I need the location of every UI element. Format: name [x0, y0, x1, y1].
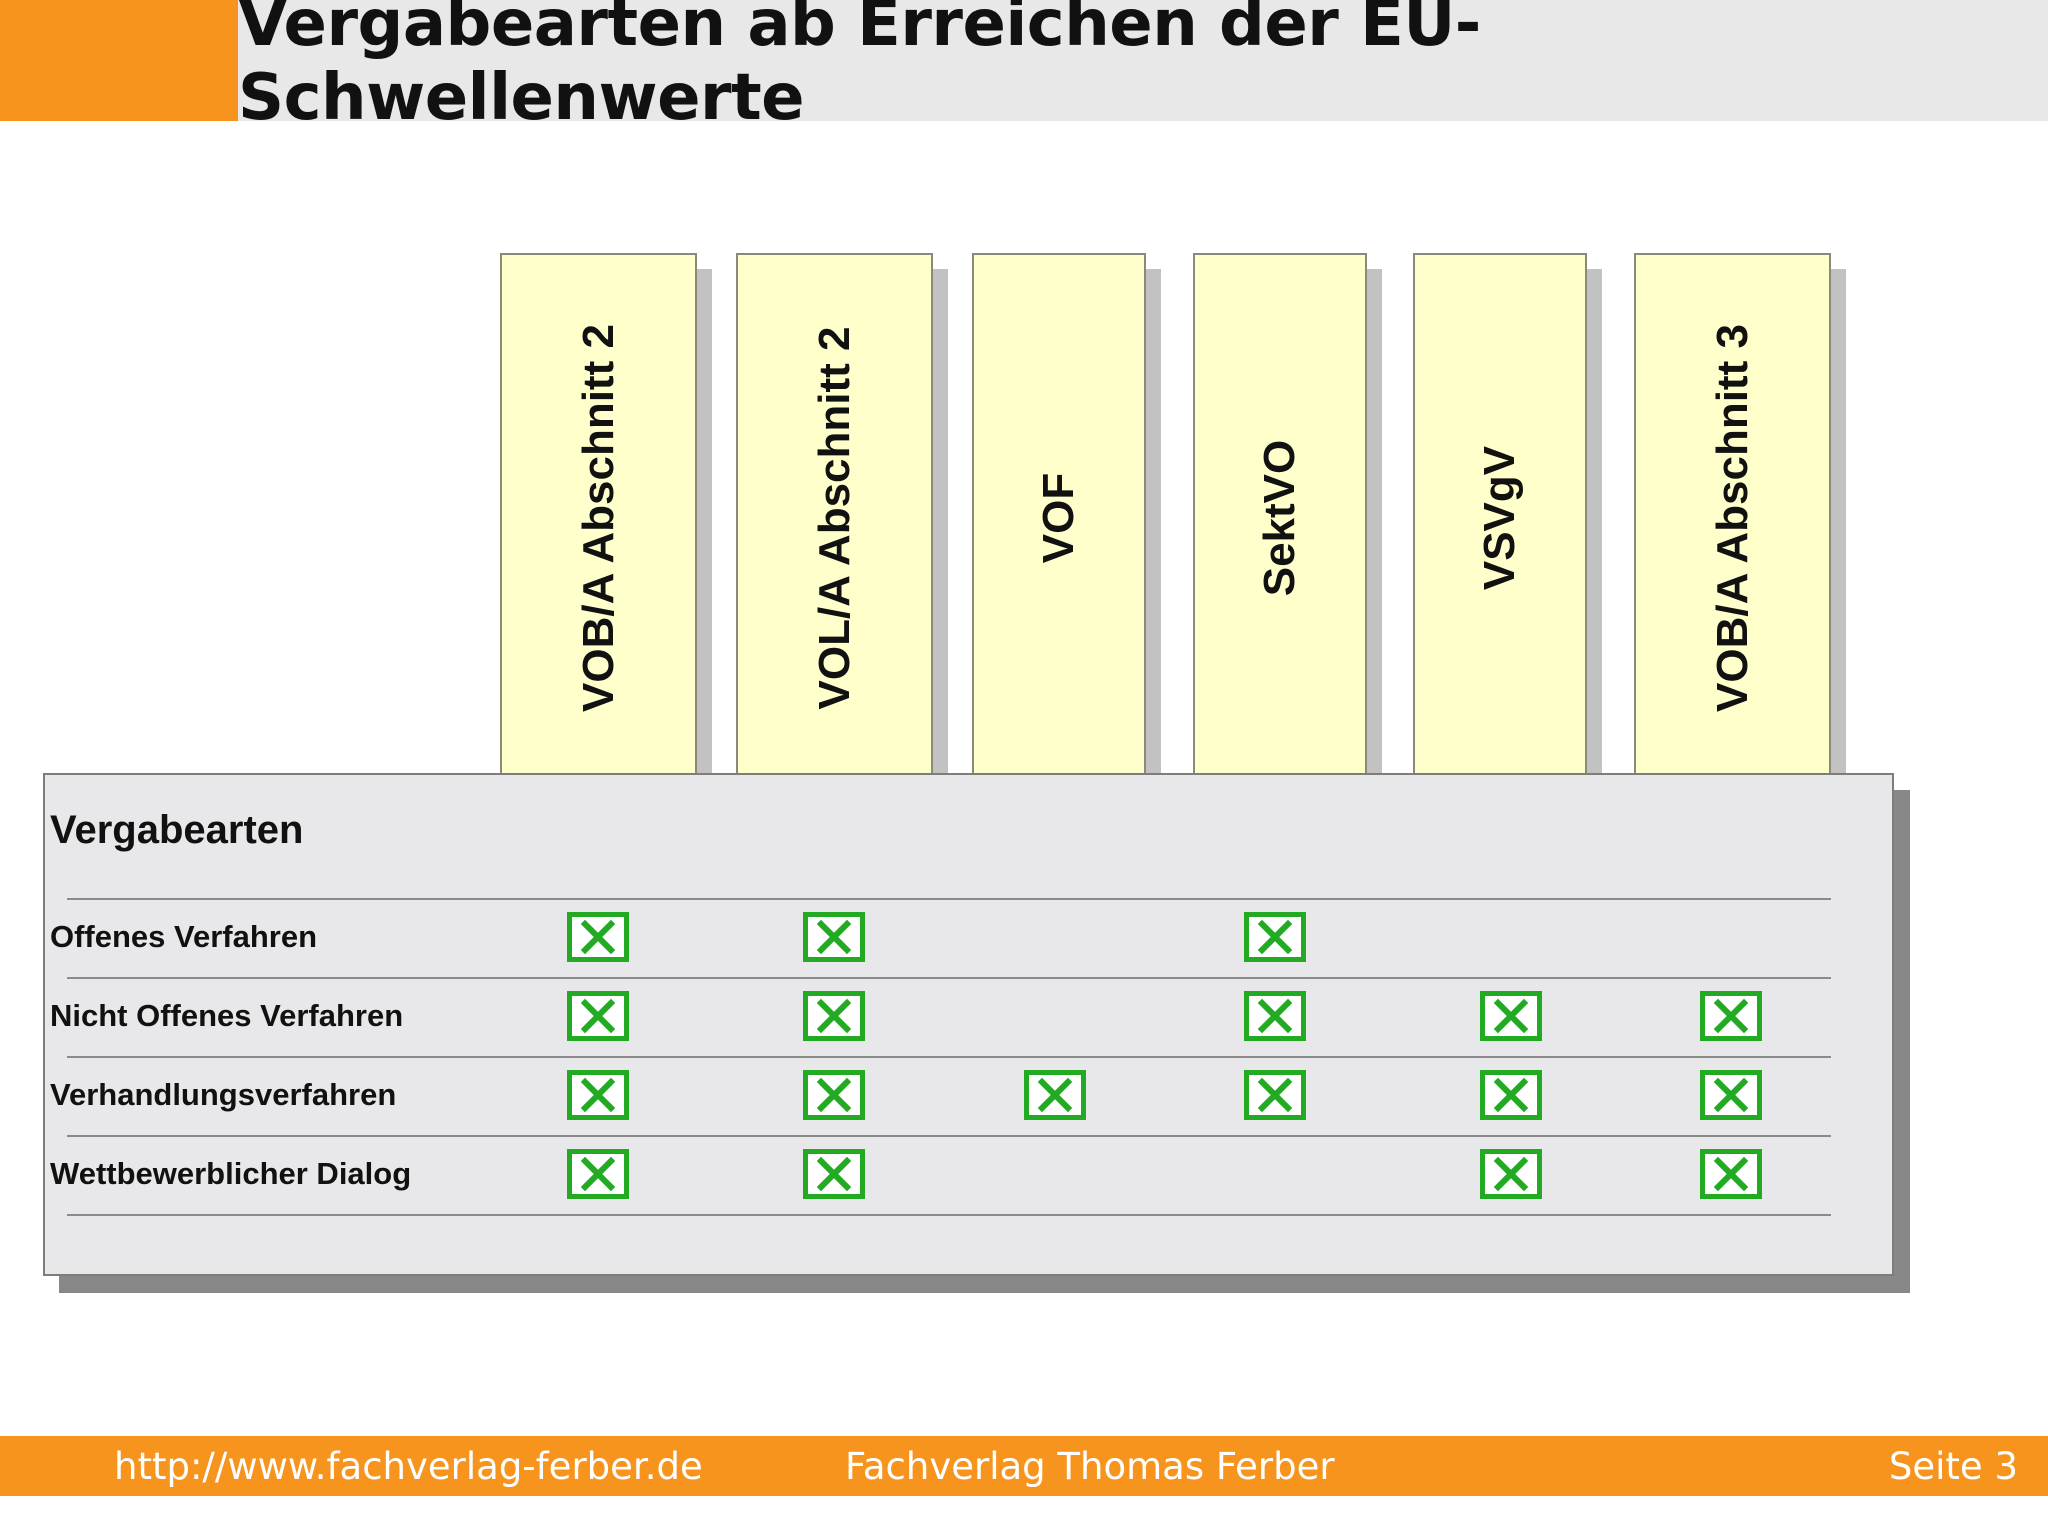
checked-box-icon	[567, 912, 629, 962]
column-label: VOF	[1034, 472, 1083, 563]
column-label: VOB/A Abschnitt 2	[573, 323, 623, 712]
title-accent	[0, 0, 238, 121]
row-divider	[67, 898, 1831, 900]
checked-box-icon	[1480, 1149, 1542, 1199]
column-header: VOL/A Abschnitt 2	[736, 253, 933, 782]
checked-box-icon	[1024, 1070, 1086, 1120]
checked-box-icon	[1480, 1070, 1542, 1120]
footer-url: http://www.fachverlag-ferber.de	[114, 1444, 703, 1488]
row-label: Verhandlungsverfahren	[50, 1077, 397, 1112]
row-divider	[67, 1056, 1831, 1058]
column-label: SektVO	[1255, 439, 1304, 596]
footer: http://www.fachverlag-ferber.de Fachverl…	[0, 1436, 2048, 1496]
column-label: VSVgV	[1475, 445, 1524, 590]
footer-publisher: Fachverlag Thomas Ferber	[845, 1444, 1335, 1488]
checked-box-icon	[567, 1070, 629, 1120]
column-label: VOL/A Abschnitt 2	[809, 326, 859, 709]
checked-box-icon	[567, 991, 629, 1041]
row-divider	[67, 977, 1831, 979]
checked-box-icon	[567, 1149, 629, 1199]
checked-box-icon	[1244, 912, 1306, 962]
checked-box-icon	[803, 1149, 865, 1199]
row-label: Nicht Offenes Verfahren	[50, 998, 404, 1033]
column-header: VOF	[972, 253, 1146, 782]
checked-box-icon	[1480, 991, 1542, 1041]
column-label: VOB/A Abschnitt 3	[1707, 323, 1757, 712]
page-title: Vergabearten ab Erreichen der EU-Schwell…	[238, 0, 1481, 135]
column-header: VOB/A Abschnitt 3	[1634, 253, 1831, 782]
row-label: Offenes Verfahren	[50, 919, 318, 954]
checked-box-icon	[1700, 1070, 1762, 1120]
column-header: VOB/A Abschnitt 2	[500, 253, 697, 782]
checked-box-icon	[1700, 1149, 1762, 1199]
checked-box-icon	[1700, 991, 1762, 1041]
checked-box-icon	[1244, 991, 1306, 1041]
panel-title: Vergabearten	[50, 808, 304, 852]
row-divider	[67, 1135, 1831, 1137]
checked-box-icon	[803, 912, 865, 962]
footer-page-number: Seite 3	[1888, 1444, 2018, 1488]
column-header: SektVO	[1193, 253, 1367, 782]
title-bar	[0, 0, 2048, 121]
vergabearten-panel	[43, 773, 1894, 1276]
row-divider	[67, 1214, 1831, 1216]
checked-box-icon	[1244, 1070, 1306, 1120]
row-label: Wettbewerblicher Dialog	[50, 1156, 412, 1191]
checked-box-icon	[803, 991, 865, 1041]
column-header: VSVgV	[1413, 253, 1587, 782]
checked-box-icon	[803, 1070, 865, 1120]
